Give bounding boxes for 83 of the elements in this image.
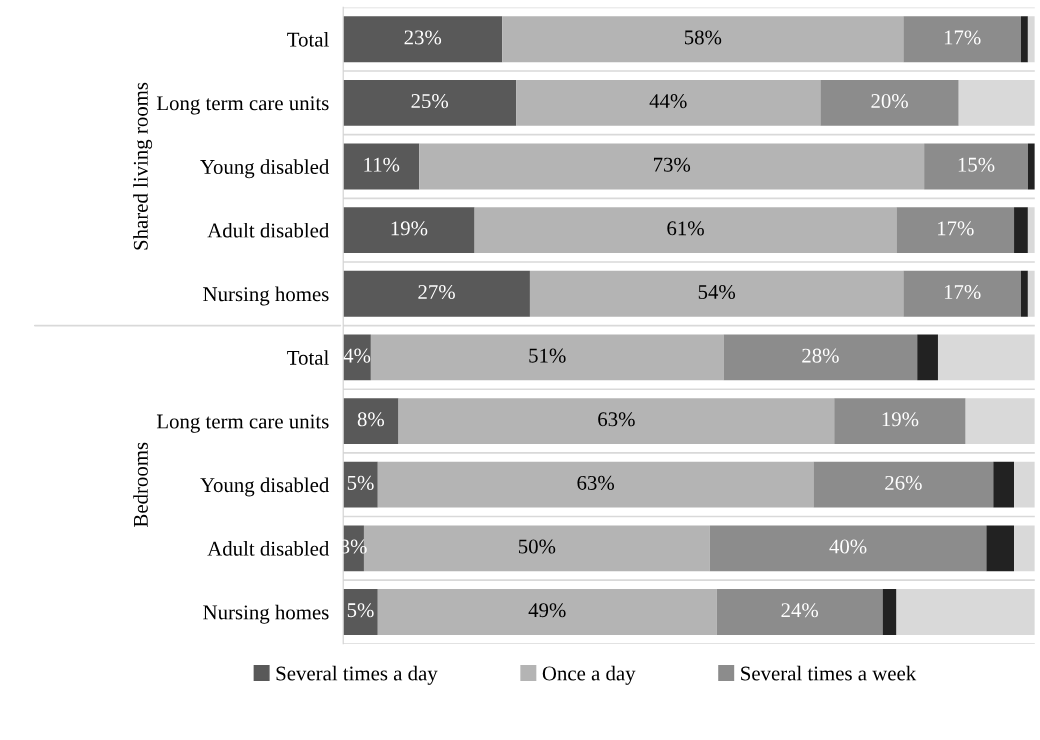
bar xyxy=(896,207,1015,254)
bar xyxy=(917,334,938,381)
data-label: 44% xyxy=(649,94,687,109)
data-label: 24% xyxy=(781,603,819,618)
text: Bedrooms xyxy=(133,442,148,527)
data-label: 40% xyxy=(829,539,867,554)
y-tick-label: Nursing homes xyxy=(203,604,329,624)
y-tick-label: Nursing homes xyxy=(203,286,329,306)
bar xyxy=(343,143,420,190)
bar xyxy=(958,79,1035,126)
bar xyxy=(343,589,378,635)
bar xyxy=(343,16,503,63)
bar xyxy=(896,589,1035,635)
data-label: 17% xyxy=(944,30,981,45)
bar xyxy=(716,589,883,635)
data-label: 11% xyxy=(364,157,400,172)
bar xyxy=(343,270,530,317)
legend-label: Several times a day xyxy=(276,665,438,685)
bar xyxy=(813,461,994,508)
y-tick-label: Total xyxy=(287,350,329,365)
y-tick-label: Young disabled xyxy=(200,159,330,179)
data-label: 5% xyxy=(347,603,374,618)
y-tick-label: Long term care units xyxy=(156,414,329,433)
bar xyxy=(419,143,925,190)
bar xyxy=(343,207,475,254)
y-tick-label: Total xyxy=(287,31,329,47)
bar xyxy=(723,334,918,381)
bar xyxy=(377,461,814,508)
bar xyxy=(377,589,717,635)
bar xyxy=(820,79,959,126)
bar xyxy=(1014,525,1035,572)
data-label: 5% xyxy=(347,475,374,490)
bar xyxy=(502,16,904,63)
legend-label: Several times a week xyxy=(741,665,917,681)
bar xyxy=(937,334,1035,381)
bar xyxy=(986,525,1015,572)
data-label: 15% xyxy=(958,157,995,172)
bar xyxy=(965,398,1035,444)
data-label: 26% xyxy=(885,475,922,490)
bar xyxy=(1020,16,1028,63)
data-label: 28% xyxy=(802,348,839,363)
data-label: 73% xyxy=(653,157,691,172)
bar xyxy=(529,270,904,317)
data-label: 19% xyxy=(391,221,428,236)
bar xyxy=(343,461,378,508)
bar xyxy=(343,79,517,126)
data-label: 63% xyxy=(598,412,635,427)
data-label: 49% xyxy=(528,603,566,618)
bar xyxy=(709,525,987,572)
data-label: 51% xyxy=(529,348,566,363)
y-tick-label: Adult disabled xyxy=(207,222,330,238)
bar xyxy=(1014,461,1035,508)
data-label: 20% xyxy=(871,94,908,109)
data-label: 23% xyxy=(404,30,442,45)
bar xyxy=(474,207,897,254)
data-label: 58% xyxy=(684,30,722,45)
bar xyxy=(903,270,1021,317)
bar xyxy=(370,334,724,381)
bar xyxy=(903,16,1021,63)
data-label: 54% xyxy=(698,284,736,300)
data-label: 27% xyxy=(418,284,455,300)
data-label: 17% xyxy=(944,284,981,300)
bar xyxy=(924,143,1028,190)
bar xyxy=(882,589,897,635)
y-tick-label: Long term care units xyxy=(156,96,329,115)
data-label: 61% xyxy=(667,221,704,236)
bar xyxy=(1020,270,1028,317)
data-label: 63% xyxy=(577,475,615,490)
y-tick-label: Adult disabled xyxy=(207,541,330,556)
bar xyxy=(516,79,821,126)
data-label: 25% xyxy=(411,94,449,109)
text: Shared living rooms xyxy=(133,82,153,250)
bar xyxy=(398,398,835,444)
bar xyxy=(1014,207,1028,254)
data-label: 19% xyxy=(882,412,919,427)
data-label: 50% xyxy=(518,539,556,554)
data-label: 8% xyxy=(357,412,385,427)
data-label: 17% xyxy=(938,221,974,236)
legend-label: Once a day xyxy=(542,665,636,685)
bar xyxy=(834,398,966,444)
bar xyxy=(343,398,399,444)
bar xyxy=(993,461,1015,508)
y-tick-label: Young disabled xyxy=(200,477,330,497)
